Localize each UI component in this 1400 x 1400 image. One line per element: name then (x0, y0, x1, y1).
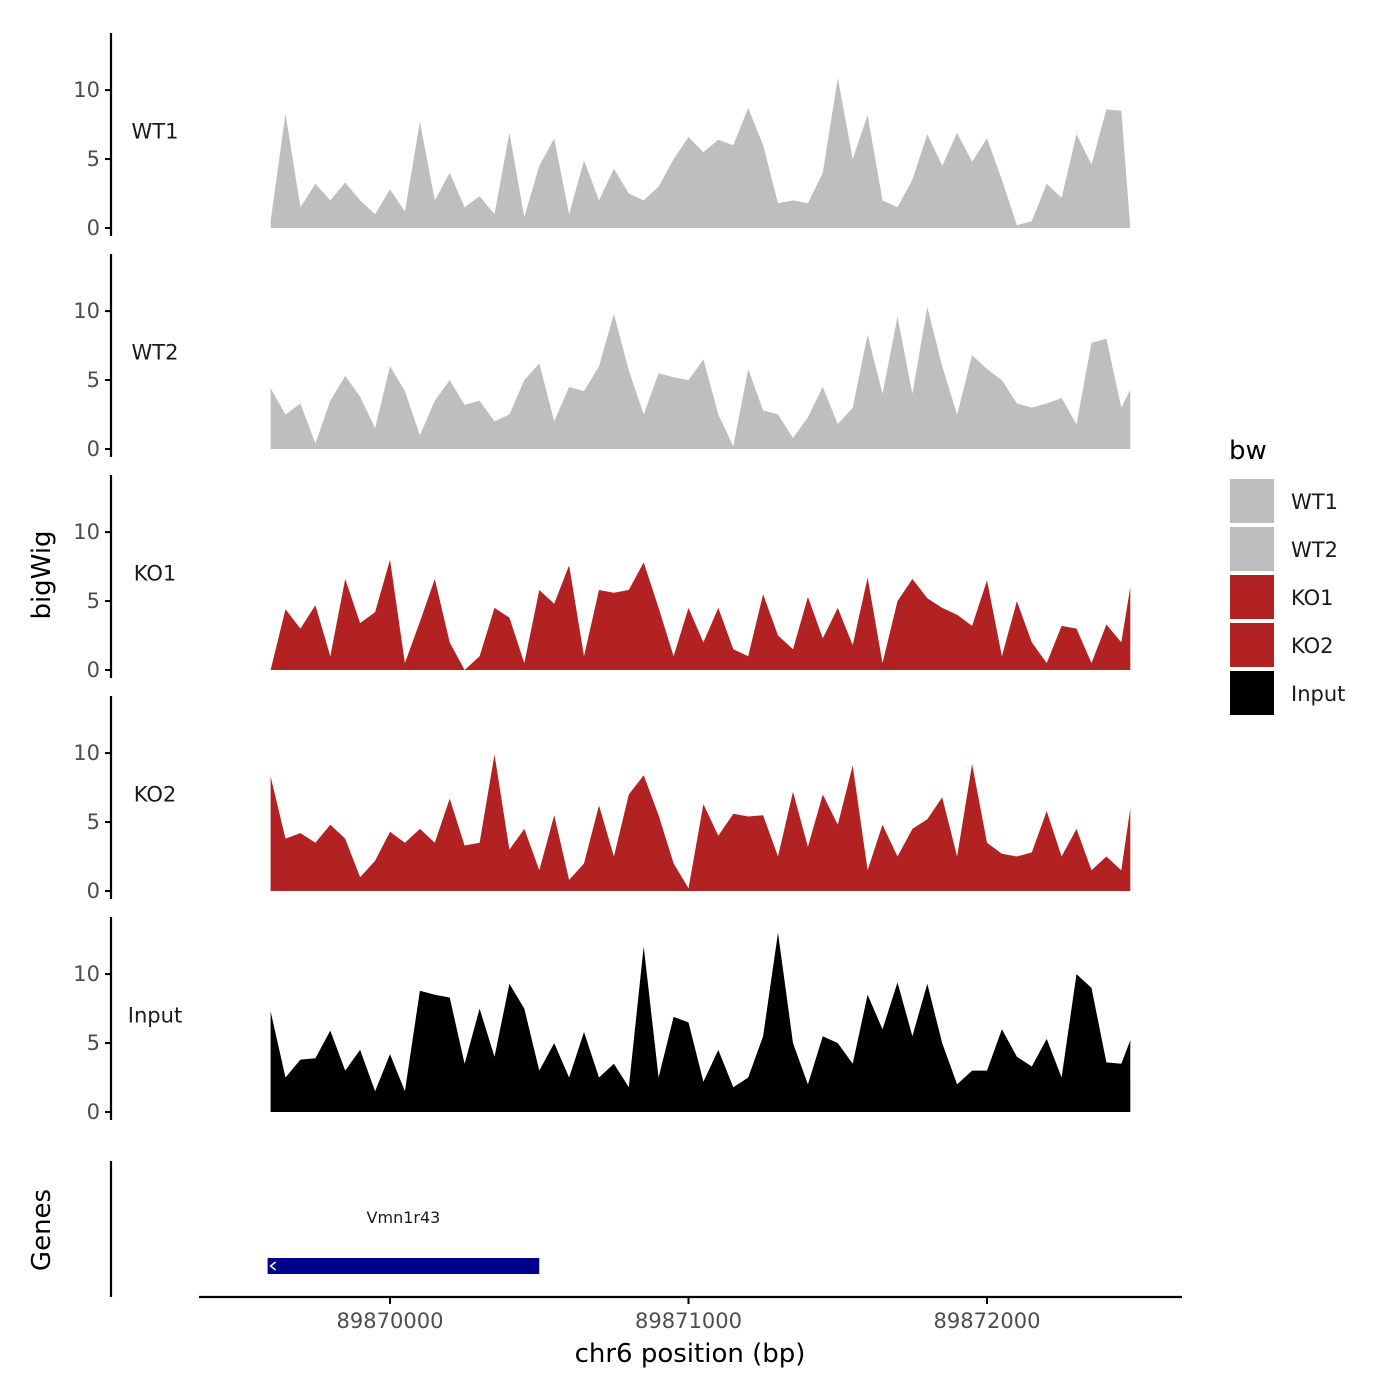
legend-title: bw (1229, 436, 1267, 466)
y-tick-label: 0 (87, 879, 100, 903)
signal-area-wt2 (270, 307, 1131, 449)
track-label: WT1 (132, 119, 179, 143)
x-tick-label: 89871000 (635, 1309, 742, 1333)
legend-key (1230, 671, 1274, 715)
x-tick-label: 89870000 (337, 1309, 444, 1333)
legend-label: KO2 (1291, 634, 1334, 658)
track-input: 0 5 10 Input (73, 917, 1131, 1124)
signal-tracks: 0 5 10 WT1 0 5 10 WT2 0 5 10 KO1 0 5 10 KO2 0 5 10 Input (73, 33, 1131, 1124)
legend-label: KO1 (1291, 586, 1334, 610)
legend-key (1230, 575, 1274, 619)
track-wt2: 0 5 10 WT2 (73, 254, 1131, 461)
x-axis-title: chr6 position (bp) (575, 1339, 806, 1369)
signal-area-wt1 (270, 77, 1131, 228)
y-tick-label: 10 (73, 299, 100, 323)
y-tick-label: 10 (73, 741, 100, 765)
y-tick-label: 0 (87, 216, 100, 240)
y-tick-label: 5 (87, 147, 100, 171)
y-tick-label: 5 (87, 589, 100, 613)
legend-key (1230, 623, 1274, 667)
track-ko1: 0 5 10 KO1 (73, 475, 1131, 682)
signal-area-ko2 (270, 754, 1131, 891)
y-tick-label: 10 (73, 78, 100, 102)
legend-key (1230, 527, 1274, 571)
legend: bw WT1 WT2 KO1 KO2 Input (1229, 436, 1345, 715)
track-label: Input (128, 1003, 182, 1027)
y-tick-label: 5 (87, 368, 100, 392)
x-axis: chr6 position (bp) 89870000 89871000 89872… (199, 1295, 1182, 1369)
y-axis-title: bigWig (27, 530, 57, 619)
track-label: KO2 (134, 782, 177, 806)
y-tick-label: 0 (87, 437, 100, 461)
gene-body (267, 1258, 540, 1274)
legend-key (1230, 479, 1274, 523)
gene-strand-arrow (269, 1261, 277, 1271)
legend-label: WT2 (1291, 538, 1338, 562)
gene-label: Vmn1r43 (367, 1208, 441, 1227)
y-tick-label: 5 (87, 1031, 100, 1055)
legend-label: WT1 (1291, 490, 1338, 514)
y-tick-label: 0 (87, 658, 100, 682)
x-tick-label: 89872000 (934, 1309, 1041, 1333)
track-label: KO1 (134, 561, 177, 585)
y-tick-label: 0 (87, 1100, 100, 1124)
y-tick-label: 10 (73, 520, 100, 544)
signal-area-ko1 (270, 559, 1131, 670)
genes-panel-title: Genes (27, 1189, 57, 1271)
y-tick-label: 10 (73, 962, 100, 986)
signal-area-input (270, 932, 1131, 1112)
legend-label: Input (1291, 682, 1345, 706)
track-label: WT2 (132, 340, 179, 364)
track-ko2: 0 5 10 KO2 (73, 696, 1131, 903)
y-tick-label: 5 (87, 810, 100, 834)
gene-track: Genes Vmn1r43 (27, 1161, 540, 1297)
track-wt1: 0 5 10 WT1 (73, 33, 1131, 240)
